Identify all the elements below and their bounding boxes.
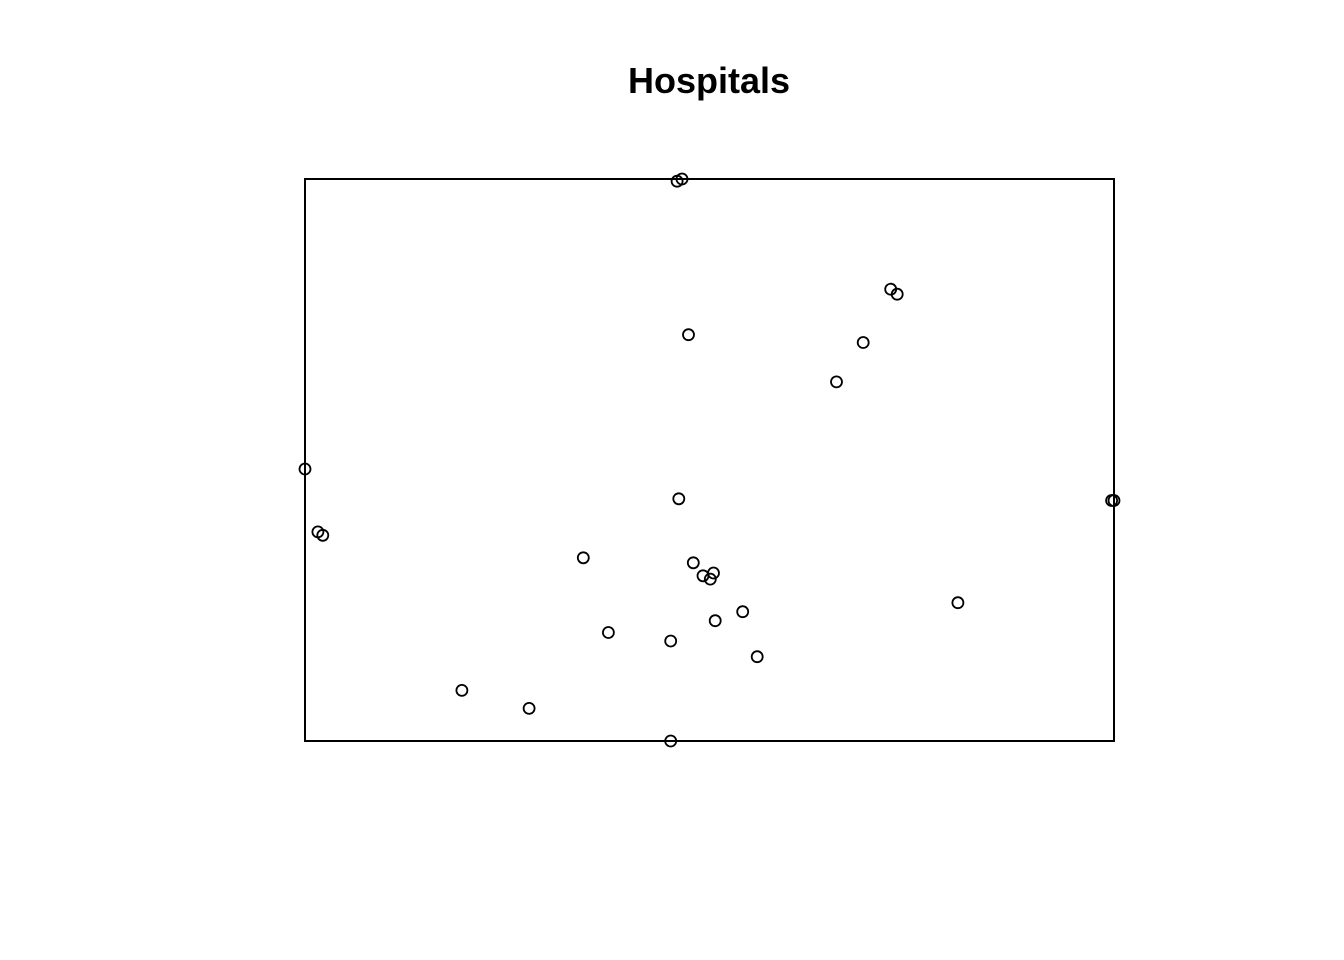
- data-point-3: [682, 328, 695, 342]
- data-points: [298, 172, 1121, 748]
- data-point-26: [522, 702, 536, 715]
- data-point-8: [298, 462, 312, 476]
- data-point-25: [455, 684, 469, 697]
- plot-frame: [304, 178, 1115, 742]
- data-point-2: [675, 172, 689, 186]
- data-point-6: [856, 336, 870, 349]
- chart-title: Hospitals: [628, 60, 790, 101]
- data-point-14: [576, 551, 590, 565]
- data-point-20: [736, 605, 750, 619]
- data-point-11: [1107, 494, 1121, 507]
- data-point-19: [951, 596, 965, 610]
- data-point-15: [686, 556, 700, 570]
- data-point-9: [672, 492, 686, 506]
- data-point-17: [696, 569, 710, 583]
- data-point-24: [750, 650, 764, 664]
- data-point-21: [708, 614, 722, 628]
- data-point-13: [316, 528, 330, 542]
- data-point-22: [602, 626, 615, 639]
- data-point-7: [830, 375, 843, 389]
- data-point-18: [703, 572, 717, 586]
- data-point-5: [890, 287, 904, 301]
- data-point-27: [664, 734, 678, 748]
- data-point-23: [664, 634, 678, 648]
